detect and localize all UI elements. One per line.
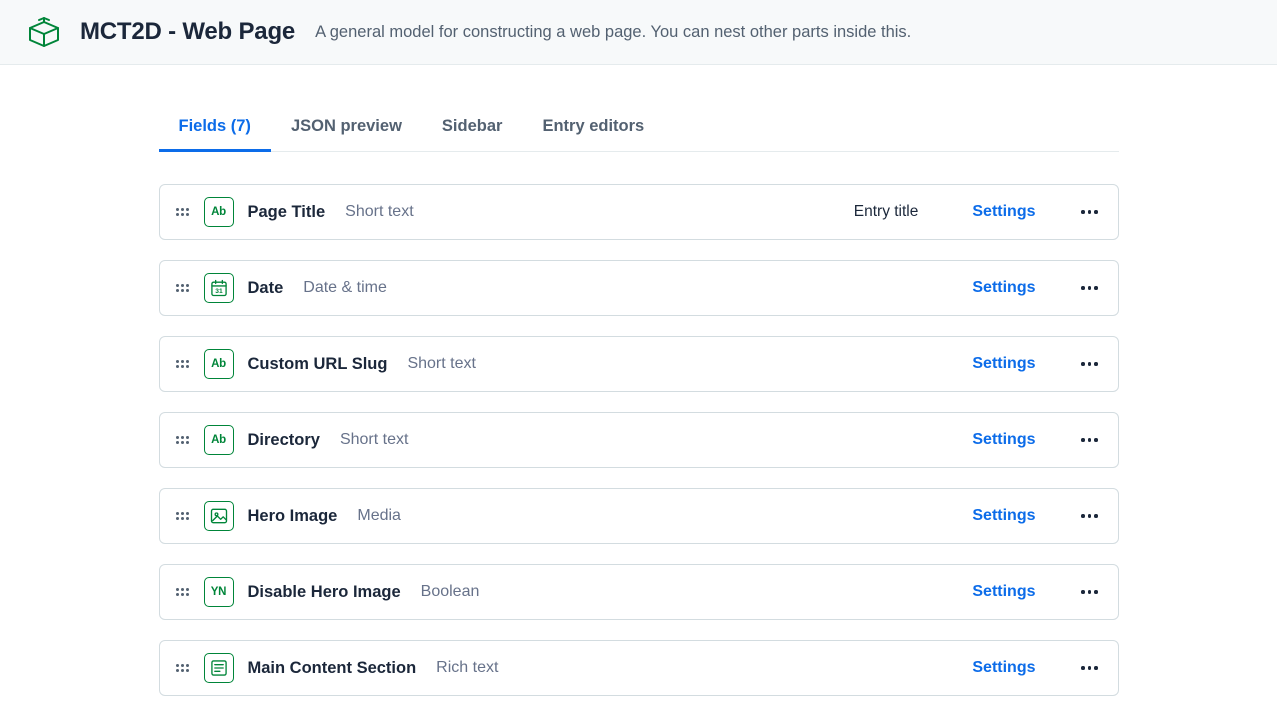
settings-button[interactable]: Settings: [972, 583, 1035, 601]
tab-entry-editors[interactable]: Entry editors: [522, 103, 664, 151]
field-row[interactable]: 31 Date Date & time Settings: [159, 260, 1119, 316]
field-type: Rich text: [436, 659, 498, 677]
drag-handle-icon[interactable]: [176, 278, 190, 298]
drag-handle-icon[interactable]: [176, 658, 190, 678]
tab-sidebar[interactable]: Sidebar: [422, 103, 523, 151]
field-type: Short text: [407, 355, 475, 373]
main-content: Fields (7) JSON preview Sidebar Entry ed…: [159, 103, 1119, 696]
media-field-icon: [204, 501, 234, 531]
field-row[interactable]: Ab Custom URL Slug Short text Settings: [159, 336, 1119, 392]
field-type: Date & time: [303, 279, 387, 297]
field-row[interactable]: Main Content Section Rich text Settings: [159, 640, 1119, 696]
more-actions-icon[interactable]: [1078, 200, 1102, 224]
settings-button[interactable]: Settings: [972, 279, 1035, 297]
field-row[interactable]: Ab Page Title Short text Entry title Set…: [159, 184, 1119, 240]
field-name: Directory: [248, 431, 320, 450]
entry-title-badge: Entry title: [854, 203, 919, 221]
more-actions-icon[interactable]: [1078, 656, 1102, 680]
more-actions-icon[interactable]: [1078, 352, 1102, 376]
page-title: MCT2D - Web Page: [80, 18, 295, 46]
text-field-icon: Ab: [204, 349, 234, 379]
more-actions-icon[interactable]: [1078, 428, 1102, 452]
field-name: Custom URL Slug: [248, 355, 388, 374]
page-description: A general model for constructing a web p…: [315, 23, 911, 42]
content-type-icon: [26, 14, 62, 50]
more-actions-icon[interactable]: [1078, 504, 1102, 528]
field-name: Main Content Section: [248, 659, 417, 678]
boolean-field-icon: YN: [204, 577, 234, 607]
field-type: Short text: [340, 431, 408, 449]
drag-handle-icon[interactable]: [176, 202, 190, 222]
tab-fields[interactable]: Fields (7): [159, 103, 271, 151]
tab-bar: Fields (7) JSON preview Sidebar Entry ed…: [159, 103, 1119, 152]
more-actions-icon[interactable]: [1078, 580, 1102, 604]
settings-button[interactable]: Settings: [972, 431, 1035, 449]
settings-button[interactable]: Settings: [972, 355, 1035, 373]
field-name: Page Title: [248, 203, 326, 222]
field-name: Hero Image: [248, 507, 338, 526]
page-header: MCT2D - Web Page A general model for con…: [0, 0, 1277, 65]
text-field-icon: Ab: [204, 197, 234, 227]
svg-text:31: 31: [215, 288, 223, 295]
field-type: Boolean: [421, 583, 480, 601]
field-name: Date: [248, 279, 284, 298]
field-name: Disable Hero Image: [248, 583, 401, 602]
field-type: Short text: [345, 203, 413, 221]
richtext-field-icon: [204, 653, 234, 683]
tab-json-preview[interactable]: JSON preview: [271, 103, 422, 151]
settings-button[interactable]: Settings: [972, 203, 1035, 221]
field-list: Ab Page Title Short text Entry title Set…: [159, 184, 1119, 696]
settings-button[interactable]: Settings: [972, 659, 1035, 677]
field-row[interactable]: Ab Directory Short text Settings: [159, 412, 1119, 468]
settings-button[interactable]: Settings: [972, 507, 1035, 525]
more-actions-icon[interactable]: [1078, 276, 1102, 300]
text-field-icon: Ab: [204, 425, 234, 455]
date-field-icon: 31: [204, 273, 234, 303]
field-type: Media: [357, 507, 401, 525]
drag-handle-icon[interactable]: [176, 354, 190, 374]
drag-handle-icon[interactable]: [176, 582, 190, 602]
drag-handle-icon[interactable]: [176, 430, 190, 450]
field-row[interactable]: Hero Image Media Settings: [159, 488, 1119, 544]
field-row[interactable]: YN Disable Hero Image Boolean Settings: [159, 564, 1119, 620]
drag-handle-icon[interactable]: [176, 506, 190, 526]
